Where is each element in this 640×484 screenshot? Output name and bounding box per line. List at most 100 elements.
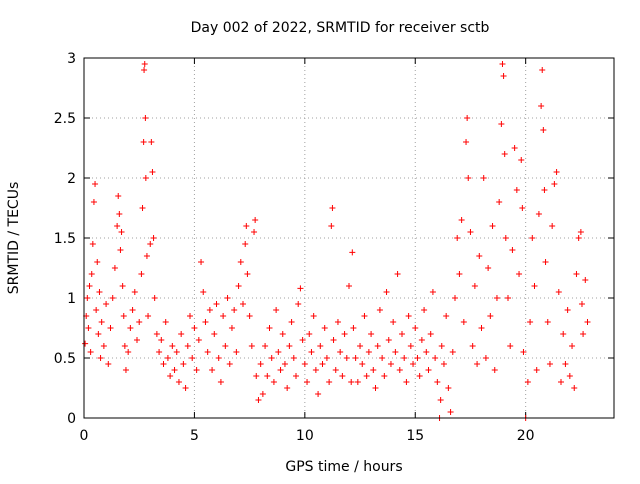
data-point: [142, 175, 149, 181]
data-point: [160, 361, 167, 367]
data-point: [88, 271, 95, 277]
data-point: [200, 289, 207, 295]
data-point: [549, 223, 556, 229]
data-point: [171, 367, 178, 373]
data-point: [204, 349, 211, 355]
data-point: [493, 295, 500, 301]
data-point: [153, 331, 160, 337]
data-point: [564, 307, 571, 313]
data-point: [145, 313, 152, 319]
data-point: [410, 361, 417, 367]
data-point: [141, 61, 148, 67]
data-point: [482, 355, 489, 361]
data-point: [527, 319, 534, 325]
data-point: [242, 241, 249, 247]
data-point: [178, 331, 185, 337]
data-point: [361, 313, 368, 319]
data-point: [401, 355, 408, 361]
data-point: [180, 361, 187, 367]
data-point: [317, 343, 324, 349]
data-point: [184, 343, 191, 349]
data-point: [109, 295, 116, 301]
data-point: [279, 331, 286, 337]
data-point: [343, 355, 350, 361]
data-point: [580, 331, 587, 337]
data-point: [129, 307, 136, 313]
data-point: [158, 337, 165, 343]
data-point: [257, 361, 264, 367]
data-point: [231, 307, 238, 313]
y-tick-label: 0: [67, 411, 76, 427]
data-point: [498, 121, 505, 127]
data-point: [310, 313, 317, 319]
x-axis-label: GPS time / hours: [285, 459, 402, 475]
data-point: [103, 301, 110, 307]
data-point: [97, 355, 104, 361]
data-point: [407, 343, 414, 349]
data-point: [425, 367, 432, 373]
data-point: [147, 241, 154, 247]
data-point: [555, 289, 562, 295]
data-point: [150, 235, 157, 241]
data-point: [385, 337, 392, 343]
data-point: [501, 151, 508, 157]
data-point: [480, 175, 487, 181]
data-point: [394, 271, 401, 277]
data-point: [368, 331, 375, 337]
data-point: [374, 343, 381, 349]
data-point: [89, 241, 96, 247]
data-point: [434, 379, 441, 385]
data-point: [264, 373, 271, 379]
data-point: [136, 319, 143, 325]
data-point: [122, 367, 129, 373]
data-point: [141, 67, 148, 73]
data-point: [117, 247, 124, 253]
data-point: [164, 355, 171, 361]
data-point: [339, 373, 346, 379]
data-point: [533, 367, 540, 373]
data-point: [553, 169, 560, 175]
data-point: [87, 349, 94, 355]
y-tick-label: 3: [67, 51, 76, 67]
data-point: [573, 271, 580, 277]
data-point: [259, 391, 266, 397]
data-point: [105, 361, 112, 367]
data-point: [82, 340, 89, 347]
data-point: [352, 355, 359, 361]
data-point: [209, 367, 216, 373]
y-axis-label: SRMTID / TECUs: [6, 182, 22, 295]
data-point: [569, 343, 576, 349]
data-point: [237, 259, 244, 265]
data-point: [286, 343, 293, 349]
data-point: [440, 361, 447, 367]
data-point: [93, 307, 100, 313]
data-point: [224, 295, 231, 301]
data-point: [127, 325, 134, 331]
data-point: [423, 349, 430, 355]
data-point: [519, 205, 526, 211]
data-point: [134, 337, 140, 343]
data-point: [416, 373, 423, 379]
data-point: [499, 61, 506, 67]
data-point: [116, 211, 123, 217]
data-point: [222, 343, 229, 349]
data-point: [213, 301, 220, 307]
data-point: [507, 343, 514, 349]
data-point: [169, 343, 176, 349]
data-point: [140, 139, 147, 145]
data-point: [502, 235, 509, 241]
data-point: [443, 313, 450, 319]
y-tick-label: 2.5: [54, 111, 76, 127]
data-point: [376, 307, 383, 313]
data-point: [220, 313, 227, 319]
data-point: [437, 397, 444, 403]
data-point: [121, 343, 128, 349]
data-point: [349, 249, 356, 256]
data-point: [319, 361, 326, 367]
data-point: [544, 319, 551, 325]
data-point: [546, 361, 553, 367]
data-point: [206, 307, 213, 313]
data-point: [138, 271, 145, 277]
data-point: [120, 313, 127, 319]
data-point: [357, 343, 364, 349]
